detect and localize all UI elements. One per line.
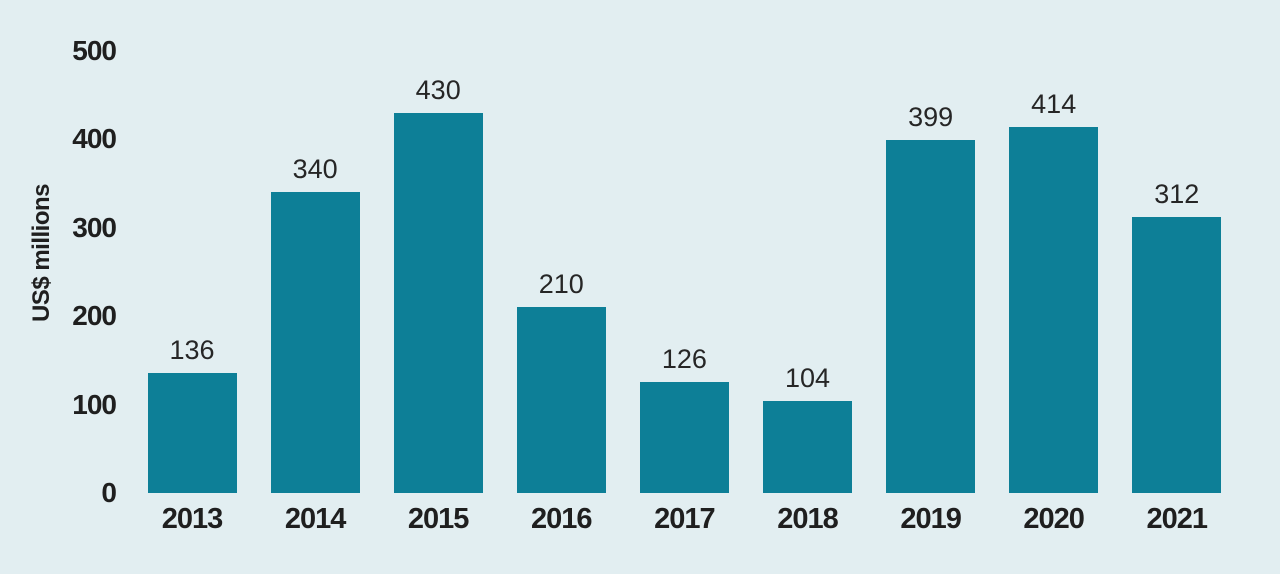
value-label-2018: 104	[784, 363, 831, 393]
y-axis-tick-label: 100	[72, 388, 117, 420]
value-label-2015: 430	[415, 75, 461, 105]
x-axis-label-2019: 2019	[900, 503, 962, 535]
bar-2021	[1132, 217, 1222, 493]
x-axis-label-2015: 2015	[407, 503, 470, 535]
value-label-2017: 126	[661, 344, 707, 374]
y-axis-tick-label: 300	[72, 211, 117, 243]
y-axis-tick-label: 500	[72, 35, 117, 66]
x-axis-label-2018: 2018	[777, 503, 839, 535]
value-label-2013: 136	[169, 335, 215, 365]
bar-2019	[886, 140, 976, 493]
bar-2013	[147, 373, 237, 493]
bar-2016	[516, 307, 606, 493]
y-axis-tick-label: 400	[72, 123, 117, 155]
value-label-2020: 414	[1031, 89, 1077, 119]
x-axis-label-2013: 2013	[161, 503, 224, 535]
y-axis-tick-label: 200	[72, 300, 117, 332]
value-label-2021: 312	[1154, 179, 1200, 209]
x-axis-label-2021: 2021	[1146, 503, 1209, 535]
x-axis-label-2014: 2014	[284, 503, 347, 535]
bar-2020	[1009, 127, 1099, 493]
y-axis-tick-label: 0	[101, 477, 117, 508]
x-axis-label-2017: 2017	[654, 503, 716, 535]
value-label-2019: 399	[908, 102, 954, 132]
bar-2018	[763, 401, 852, 493]
value-label-2016: 210	[538, 269, 584, 299]
x-axis-label-2020: 2020	[1023, 503, 1085, 535]
value-label-2014: 340	[292, 154, 338, 184]
x-axis-label-2016: 2016	[531, 503, 593, 535]
bar-2015	[393, 113, 483, 493]
bar-2014	[270, 192, 360, 493]
bar-2017	[639, 382, 729, 493]
